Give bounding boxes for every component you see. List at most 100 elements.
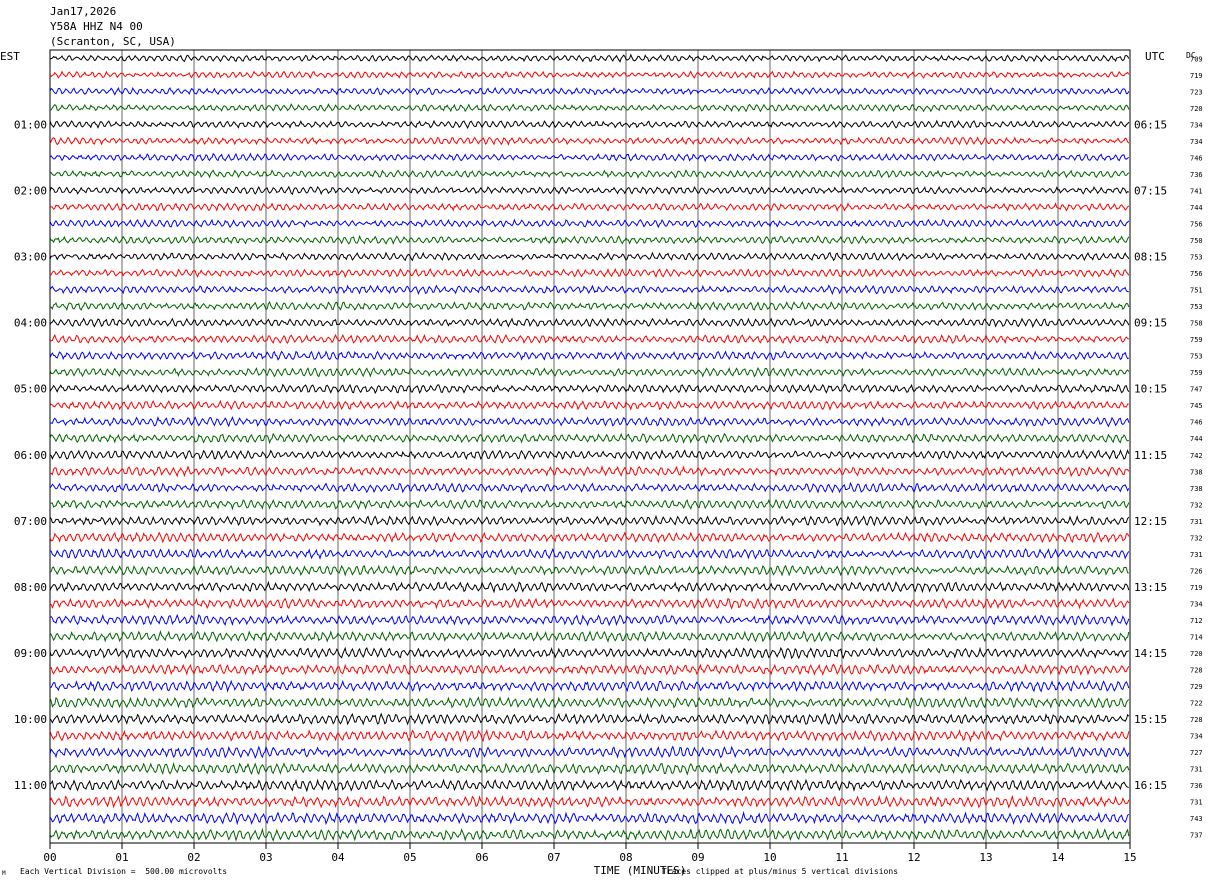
est-hour-label: 04:00 bbox=[14, 317, 47, 330]
trace-row bbox=[49, 70, 1130, 79]
dc-offset-label: 714 bbox=[1190, 633, 1203, 641]
x-tick-label: 13 bbox=[979, 851, 992, 864]
dc-offset-label: 759 bbox=[1190, 336, 1203, 344]
trace-row bbox=[49, 152, 1130, 163]
x-tick-label: 08 bbox=[619, 851, 632, 864]
dc-offset-label: 709 bbox=[1190, 55, 1203, 63]
est-hour-label: 06:00 bbox=[14, 449, 47, 462]
dc-offset-label: 736 bbox=[1190, 171, 1203, 179]
footer-clip: Traces clipped at plus/minus 5 vertical … bbox=[662, 867, 899, 876]
trace-row bbox=[49, 432, 1130, 445]
trace-row bbox=[49, 794, 1130, 809]
est-hour-label: 08:00 bbox=[14, 581, 47, 594]
trace-row bbox=[49, 103, 1130, 113]
trace-row bbox=[49, 481, 1130, 494]
utc-hour-label: 14:15 bbox=[1134, 647, 1167, 660]
est-hour-label: 11:00 bbox=[14, 779, 47, 792]
utc-hour-label: 16:15 bbox=[1134, 779, 1167, 792]
x-tick-label: 12 bbox=[907, 851, 920, 864]
trace-row bbox=[49, 762, 1130, 776]
x-tick-label: 00 bbox=[43, 851, 56, 864]
x-tick-label: 01 bbox=[115, 851, 128, 864]
utc-hour-label: 07:15 bbox=[1134, 184, 1167, 197]
utc-hour-label: 08:15 bbox=[1134, 251, 1167, 264]
trace-row bbox=[49, 597, 1130, 610]
trace-row bbox=[49, 301, 1130, 312]
footer-scale: Each Vertical Division = 500.00 microvol… bbox=[20, 867, 228, 876]
trace-row bbox=[49, 267, 1130, 279]
est-hour-label: 03:00 bbox=[14, 251, 47, 264]
trace-row bbox=[49, 234, 1130, 246]
trace-row bbox=[49, 646, 1129, 660]
x-tick-label: 07 bbox=[547, 851, 560, 864]
trace-row bbox=[49, 465, 1130, 478]
trace-row bbox=[49, 416, 1130, 428]
header-station: Y58A HHZ N4 00 bbox=[50, 20, 143, 33]
trace-row bbox=[49, 202, 1130, 212]
dc-offset-label: 734 bbox=[1190, 138, 1203, 146]
x-tick-label: 15 bbox=[1123, 851, 1136, 864]
dc-label: DC bbox=[1186, 51, 1196, 60]
dc-offset-label: 731 bbox=[1190, 518, 1203, 526]
dc-offset-label: 719 bbox=[1190, 584, 1203, 592]
trace-row bbox=[49, 630, 1130, 643]
trace-row bbox=[49, 399, 1129, 411]
est-hour-label: 07:00 bbox=[14, 515, 47, 528]
trace-row bbox=[49, 778, 1129, 793]
dc-offset-label: 751 bbox=[1190, 287, 1203, 295]
dc-offset-label: 732 bbox=[1190, 534, 1203, 542]
dc-offset-label: 753 bbox=[1190, 303, 1203, 311]
utc-hour-label: 15:15 bbox=[1134, 713, 1167, 726]
trace-row bbox=[49, 827, 1130, 842]
dc-offset-label: 734 bbox=[1190, 600, 1203, 608]
trace-row bbox=[49, 580, 1130, 594]
trace-row bbox=[49, 317, 1130, 329]
trace-row bbox=[49, 383, 1130, 395]
dc-offset-label: 738 bbox=[1190, 485, 1203, 493]
dc-offset-label: 732 bbox=[1190, 501, 1203, 509]
trace-row bbox=[49, 712, 1130, 726]
dc-offset-label: 741 bbox=[1190, 187, 1203, 195]
dc-offset-label: 737 bbox=[1190, 832, 1203, 840]
dc-offset-label: 719 bbox=[1190, 72, 1203, 80]
dc-offset-label: 758 bbox=[1190, 320, 1203, 328]
dc-offset-label: 738 bbox=[1190, 468, 1203, 476]
dc-offset-label: 753 bbox=[1190, 353, 1203, 361]
x-tick-label: 11 bbox=[835, 851, 848, 864]
trace-row bbox=[49, 53, 1130, 63]
trace-row bbox=[49, 251, 1130, 262]
x-tick-label: 04 bbox=[331, 851, 345, 864]
trace-row bbox=[49, 218, 1130, 229]
dc-offset-label: 729 bbox=[1190, 683, 1203, 691]
est-hour-label: 09:00 bbox=[14, 647, 47, 660]
trace-row bbox=[49, 547, 1130, 560]
trace-row bbox=[49, 333, 1130, 345]
dc-offset-label: 756 bbox=[1190, 270, 1203, 278]
dc-offset-label: 723 bbox=[1190, 88, 1203, 96]
dc-offset-label: 726 bbox=[1190, 567, 1203, 575]
est-hour-label: 02:00 bbox=[14, 184, 47, 197]
x-tick-label: 09 bbox=[691, 851, 704, 864]
utc-hour-label: 13:15 bbox=[1134, 581, 1167, 594]
trace-row bbox=[49, 136, 1130, 146]
est-hour-label: 05:00 bbox=[14, 383, 47, 396]
x-axis-label: TIME (MINUTES) bbox=[594, 864, 687, 877]
trace-row bbox=[49, 185, 1130, 196]
trace-row bbox=[49, 679, 1130, 693]
trace-row bbox=[49, 366, 1130, 378]
header-location: (Scranton, SC, USA) bbox=[50, 35, 176, 48]
dc-offset-label: 731 bbox=[1190, 551, 1203, 559]
trace-row bbox=[49, 696, 1130, 710]
dc-offset-label: 759 bbox=[1190, 369, 1203, 377]
dc-offset-label: 731 bbox=[1190, 766, 1203, 774]
trace-row bbox=[49, 745, 1130, 760]
trace-row bbox=[49, 810, 1130, 826]
trace-row bbox=[49, 284, 1129, 296]
trace-row bbox=[49, 169, 1130, 179]
header-date: Jan17,2026 bbox=[50, 5, 117, 18]
trace-row bbox=[49, 449, 1130, 461]
x-tick-label: 10 bbox=[763, 851, 776, 864]
left-axis-label: EST bbox=[0, 50, 20, 63]
dc-offset-label: 731 bbox=[1190, 799, 1203, 807]
